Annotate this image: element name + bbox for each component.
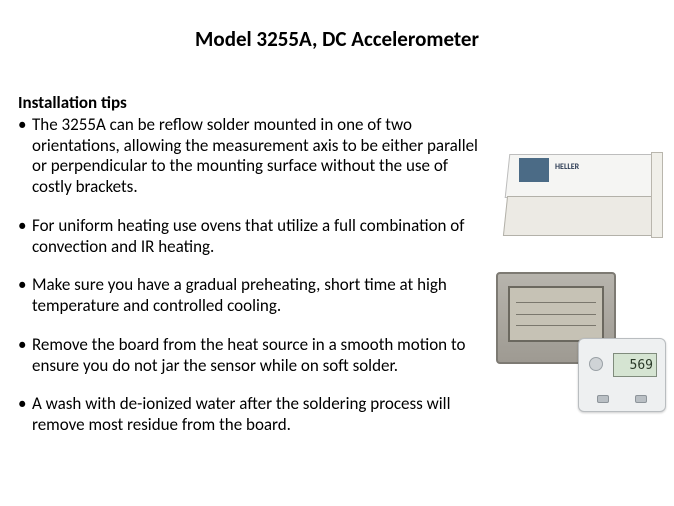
list-item: A wash with de-ionized water after the s…	[18, 394, 488, 435]
small-oven-group-image: 569	[496, 272, 666, 412]
controller-button-icon	[635, 395, 647, 403]
toaster-window	[508, 286, 604, 342]
industrial-oven-image: HELLER	[501, 128, 661, 248]
controller-button-icon	[597, 395, 609, 403]
list-item: For uniform heating use ovens that utili…	[18, 216, 488, 257]
oven-control-panel	[519, 158, 549, 182]
reflow-controller: 569	[578, 338, 666, 412]
section-heading: Installation tips	[18, 92, 488, 113]
list-item: Make sure you have a gradual preheating,…	[18, 275, 488, 316]
list-item: Remove the board from the heat source in…	[18, 335, 488, 376]
tips-list: The 3255A can be reflow solder mounted i…	[18, 115, 488, 436]
slide: Model 3255A, DC Accelerometer Installati…	[0, 0, 674, 506]
list-item: The 3255A can be reflow solder mounted i…	[18, 115, 488, 198]
text-column: Installation tips The 3255A can be reflo…	[18, 92, 488, 454]
controller-display: 569	[613, 353, 657, 377]
oven-brand-label: HELLER	[555, 162, 579, 172]
oven-front-shape	[503, 196, 657, 236]
page-title: Model 3255A, DC Accelerometer	[18, 26, 656, 52]
toaster-rack	[516, 325, 596, 326]
controller-knob-icon	[589, 357, 603, 371]
image-column: HELLER 569	[496, 92, 666, 454]
toaster-rack	[516, 314, 596, 315]
content-row: Installation tips The 3255A can be reflo…	[18, 92, 656, 454]
oven-end-cap	[651, 152, 663, 238]
toaster-rack	[516, 302, 596, 303]
